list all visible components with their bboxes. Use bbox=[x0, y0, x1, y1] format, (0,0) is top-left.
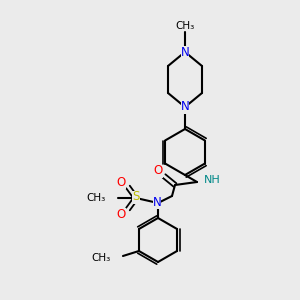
Text: CH₃: CH₃ bbox=[176, 21, 195, 31]
Text: N: N bbox=[153, 196, 161, 208]
Text: CH₃: CH₃ bbox=[87, 193, 106, 203]
Text: NH: NH bbox=[204, 175, 221, 185]
Text: O: O bbox=[116, 176, 126, 188]
Text: O: O bbox=[153, 164, 163, 178]
Text: CH₃: CH₃ bbox=[92, 253, 111, 263]
Text: O: O bbox=[116, 208, 126, 220]
Text: S: S bbox=[132, 190, 140, 203]
Text: N: N bbox=[181, 100, 189, 113]
Text: N: N bbox=[181, 46, 189, 59]
